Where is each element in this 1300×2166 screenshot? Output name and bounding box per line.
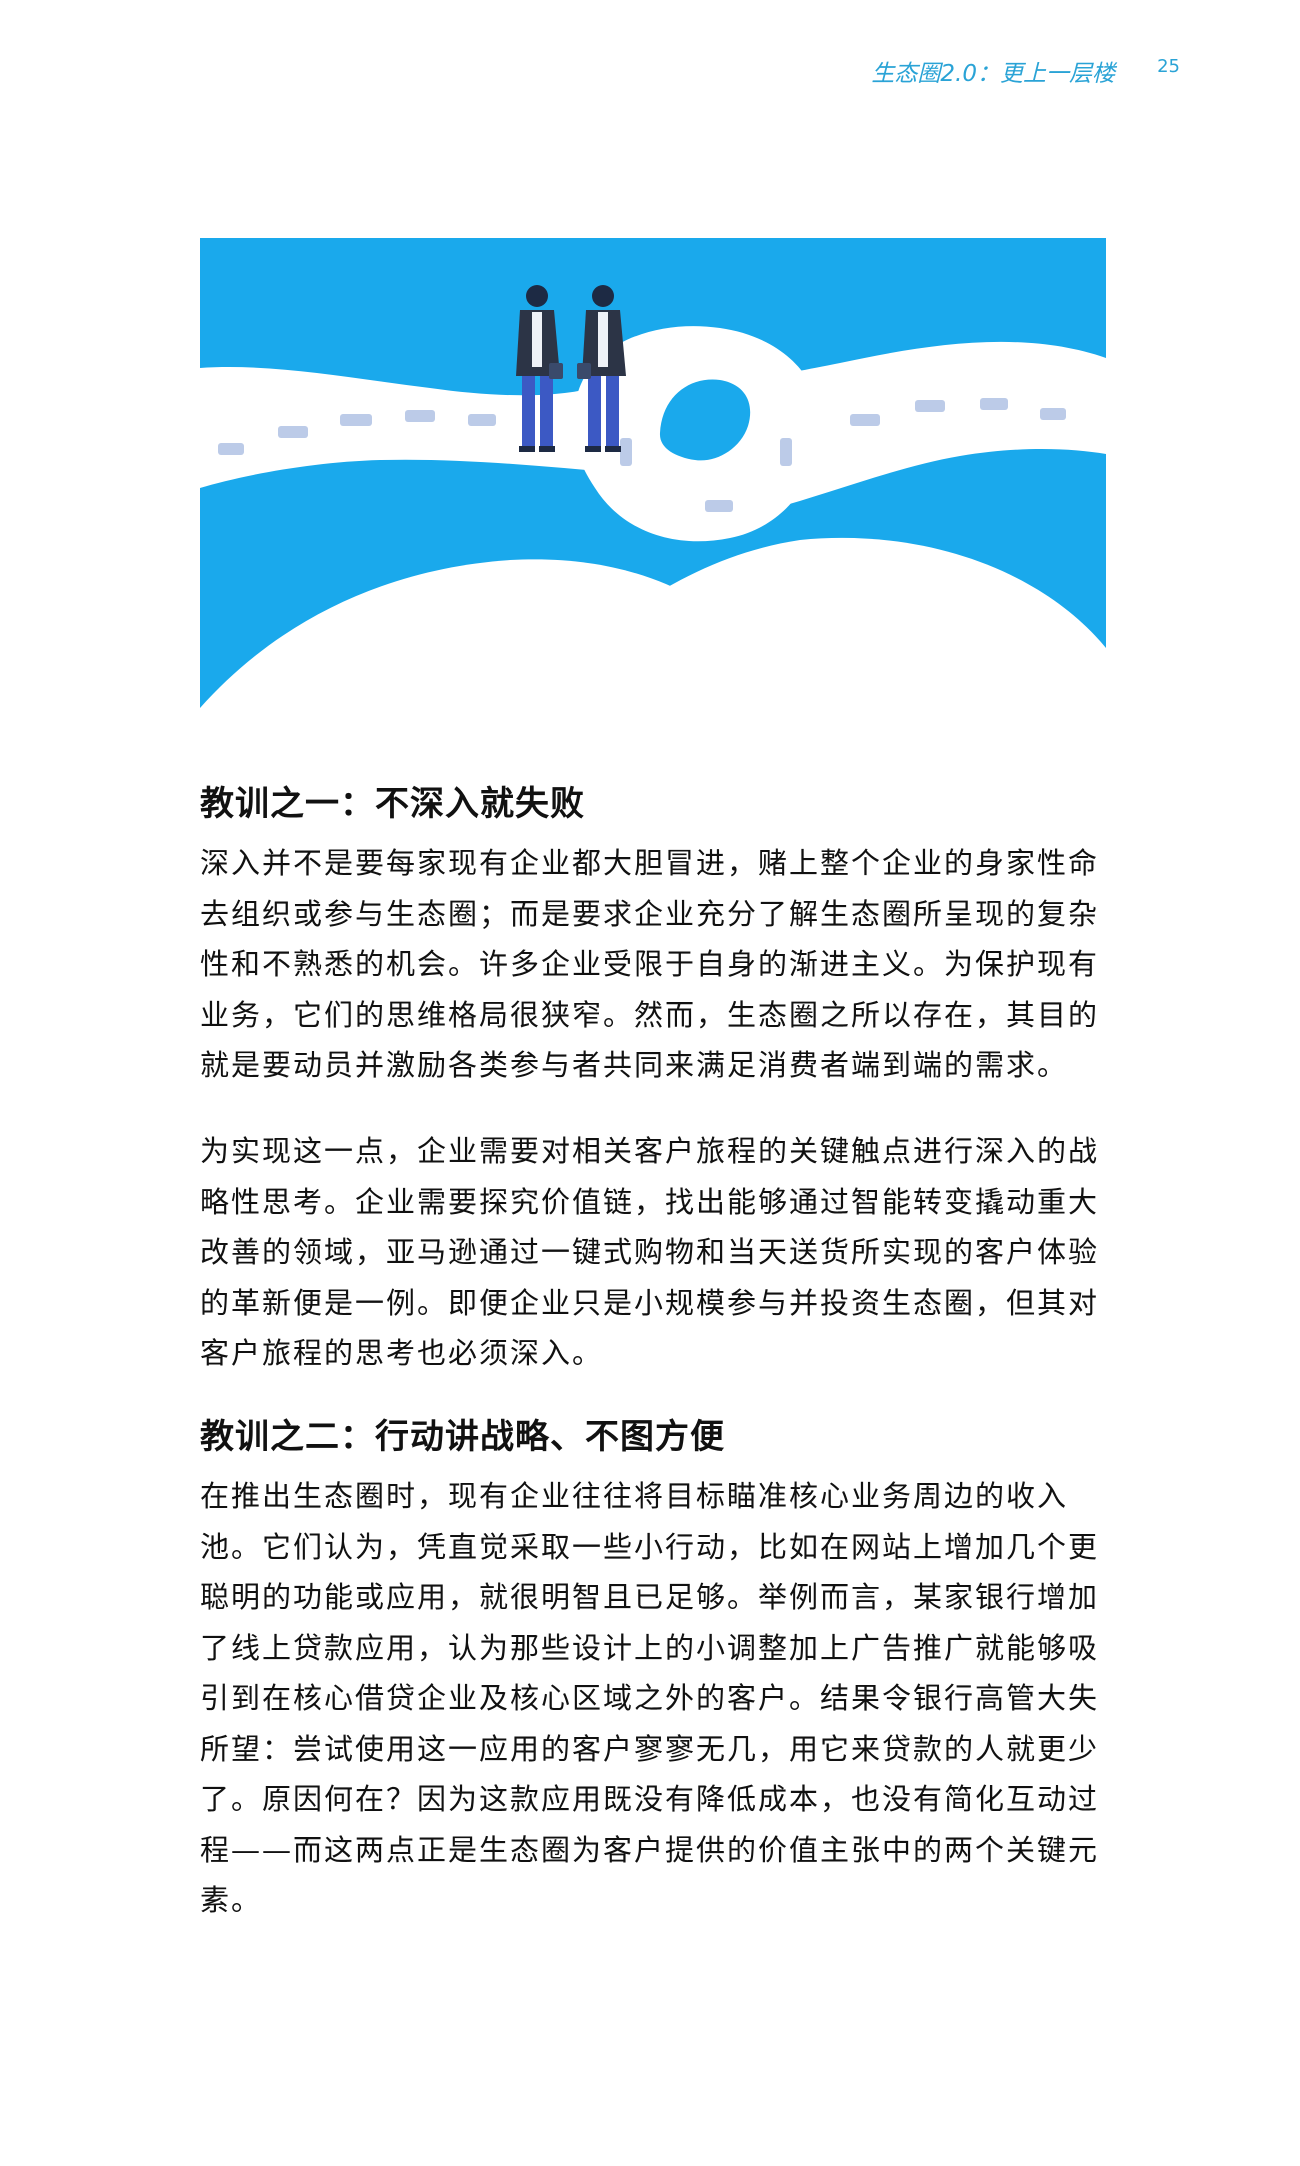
right-hill bbox=[500, 537, 1106, 731]
running-header: 生态圈2.0：更上一层楼 25 bbox=[860, 54, 1180, 90]
ecosystem-illustration bbox=[200, 238, 1106, 731]
section-heading-lesson-2: 教训之二：行动讲战略、不图方便 bbox=[200, 1417, 725, 1457]
running-title: 生态圈2.0：更上一层楼 bbox=[871, 61, 1115, 87]
paragraph: 在推出生态圈时，现有企业往往将目标瞄准核心业务周边的收入池。它们认为，凭直觉采取… bbox=[200, 1479, 1100, 1917]
page-number: 25 bbox=[1157, 56, 1180, 77]
knot-hole bbox=[659, 379, 751, 461]
road-left bbox=[200, 367, 620, 488]
paragraph: 为实现这一点，企业需要对相关客户旅程的关键触点进行深入的战略性思考。企业需要探究… bbox=[200, 1134, 1100, 1370]
paragraph: 深入并不是要每家现有企业都大胆冒进，赌上整个企业的身家性命去组织或参与生态圈；而… bbox=[200, 846, 1100, 1082]
man-left bbox=[516, 285, 563, 452]
section-heading-lesson-1: 教训之一：不深入就失败 bbox=[200, 784, 585, 824]
road-right bbox=[740, 341, 1106, 513]
man-right bbox=[577, 285, 626, 452]
road-dashes bbox=[218, 398, 1066, 512]
